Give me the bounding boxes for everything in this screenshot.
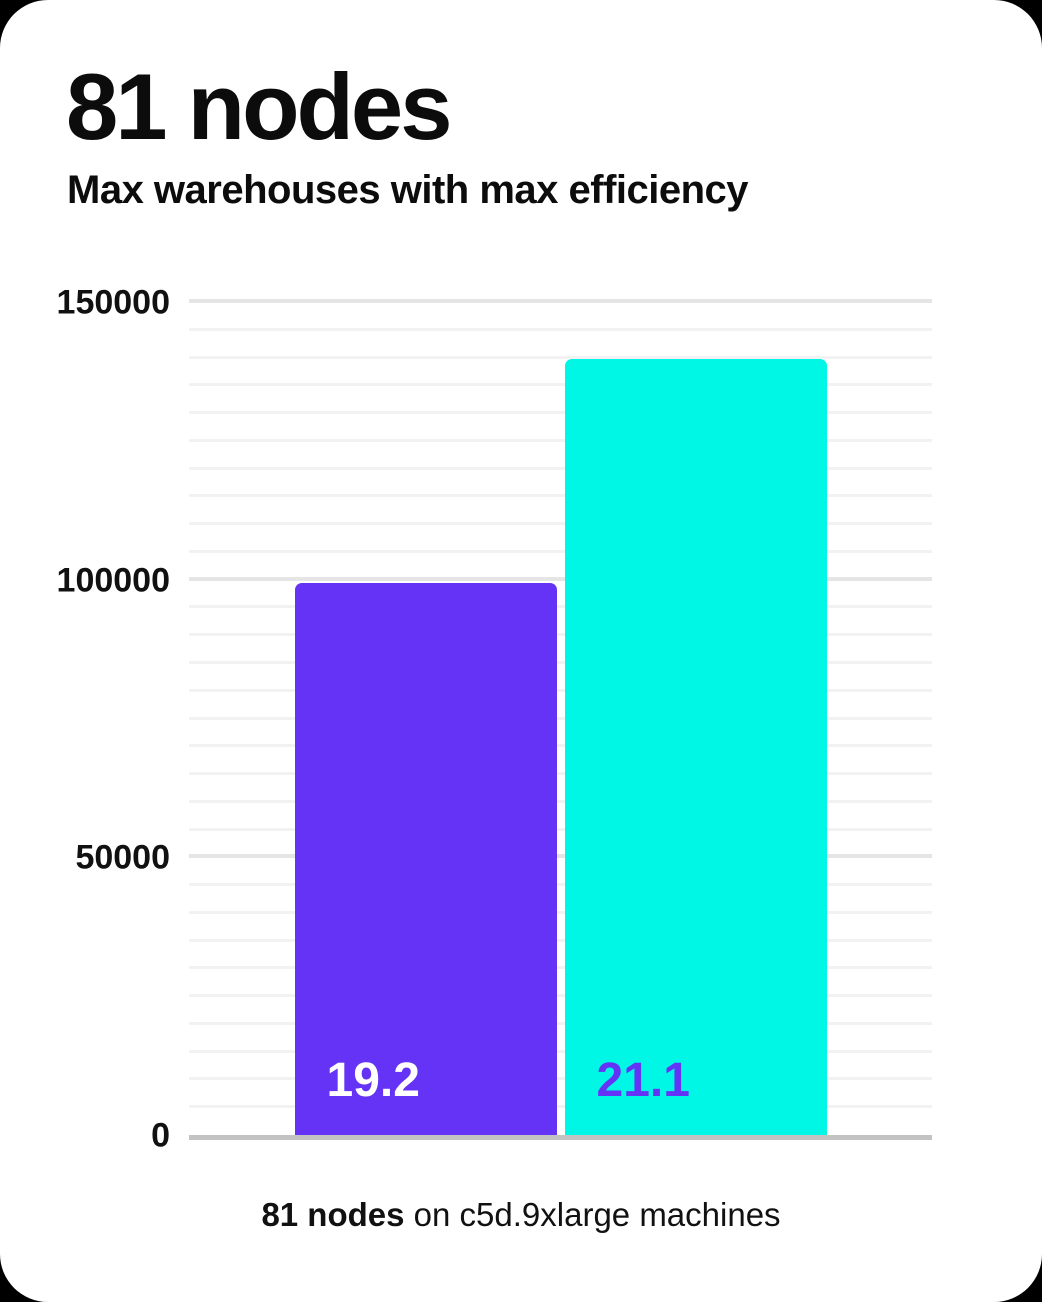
- y-tick-label: 100000: [56, 561, 170, 600]
- minor-gridline: [189, 716, 932, 720]
- minor-gridline: [189, 494, 932, 498]
- y-tick-label: 50000: [75, 838, 170, 877]
- bar-1: 19.2: [294, 583, 557, 1136]
- minor-gridline: [189, 1105, 932, 1109]
- major-gridline: [189, 576, 932, 581]
- minor-gridline: [189, 633, 932, 637]
- bars: 19.2 21.1: [189, 358, 932, 1136]
- minor-gridline: [189, 1049, 932, 1053]
- major-gridline: [189, 854, 932, 859]
- bar-value-label: 19.2: [326, 1054, 420, 1107]
- minor-gridline: [189, 605, 932, 609]
- minor-gridline: [189, 327, 932, 331]
- caption-regular-text: on c5d.9xlarge machines: [404, 1196, 781, 1233]
- minor-gridline: [189, 688, 932, 692]
- major-gridline: [189, 299, 932, 303]
- bar-2: 21.1: [564, 358, 827, 1136]
- minor-gridline: [189, 522, 932, 526]
- minor-gridline: [189, 966, 932, 970]
- minor-gridline: [189, 411, 932, 415]
- x-axis-line: [189, 1135, 932, 1140]
- minor-gridline: [189, 355, 932, 359]
- minor-gridline: [189, 910, 932, 914]
- caption-bold-text: 81 nodes: [261, 1196, 405, 1233]
- plot-area: 19.2 21.1: [189, 299, 932, 1140]
- minor-gridline: [189, 994, 932, 998]
- minor-gridline: [189, 466, 932, 470]
- y-axis: 0 50000 100000 150000: [0, 284, 170, 1155]
- y-tick-label: 150000: [56, 283, 170, 322]
- minor-gridline: [189, 549, 932, 553]
- minor-gridline: [189, 827, 932, 831]
- page-title: 81 nodes: [66, 54, 452, 159]
- page-subtitle: Max warehouses with max efficiency: [67, 168, 749, 212]
- minor-gridline: [189, 438, 932, 442]
- bar-value-label: 21.1: [596, 1054, 690, 1107]
- minor-gridline: [189, 1077, 932, 1081]
- y-tick-label: 0: [151, 1116, 170, 1155]
- minor-gridline: [189, 883, 932, 887]
- minor-gridline: [189, 383, 932, 387]
- minor-gridline: [189, 938, 932, 942]
- minor-gridline: [189, 772, 932, 776]
- caption: 81 nodes on c5d.9xlarge machines: [0, 1196, 1042, 1234]
- minor-gridline: [189, 744, 932, 748]
- minor-gridline: [189, 1021, 932, 1025]
- minor-gridline: [189, 660, 932, 664]
- minor-gridline: [189, 799, 932, 803]
